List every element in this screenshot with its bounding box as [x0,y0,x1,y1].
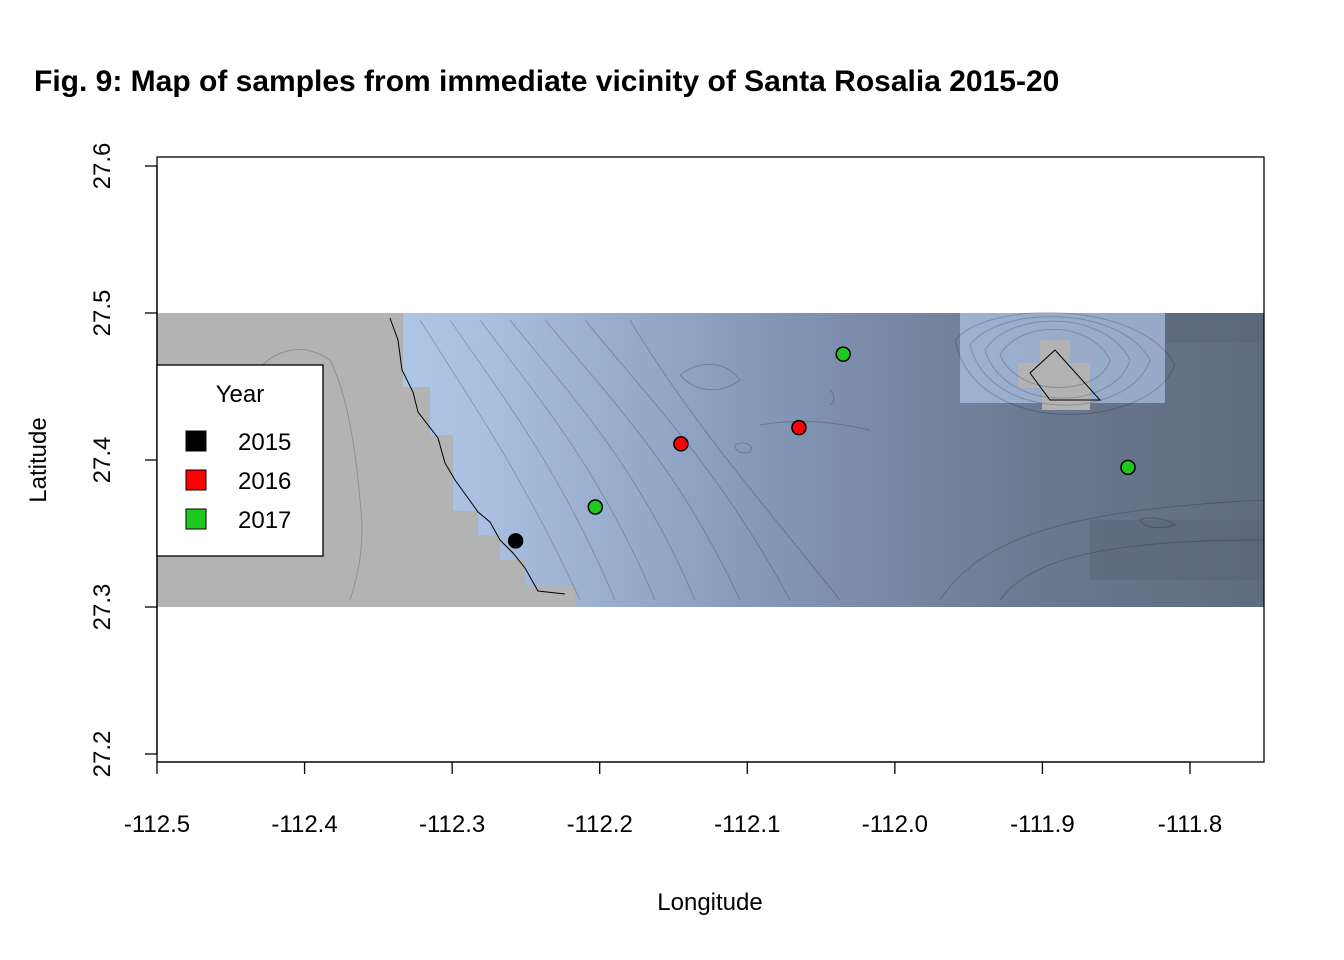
coastline [389,317,566,595]
island-outline [1029,349,1102,401]
x-tick-label: -112.5 [124,811,190,838]
legend-label-2015: 2015 [238,429,291,456]
sample-points [507,346,1136,549]
legend-title: Year [216,381,265,408]
deep-patches [1090,313,1264,580]
y-tick-label: 27.6 [89,143,116,190]
x-tick-label: -112.1 [714,811,780,838]
x-tick-label: -112.2 [567,811,633,838]
y-axis-ticks: 27.2 27.3 27.4 27.5 27.6 [89,143,158,778]
sample-point-2015 [507,533,524,549]
y-tick-label: 27.3 [89,584,116,631]
legend-box [156,364,324,557]
land-island [1018,340,1090,410]
y-tick-label: 27.4 [89,437,116,484]
sample-point-2017 [835,346,851,362]
sample-point-2017 [587,499,604,515]
y-axis-label: Latitude [25,417,52,502]
y-tick-label: 27.5 [89,290,116,337]
x-tick-label: -112.0 [862,811,928,838]
x-tick-label: -111.8 [1158,811,1223,838]
legend-swatch-2015 [185,430,207,452]
legend-swatch-2016 [185,469,207,491]
x-tick-label: -112.4 [271,811,337,838]
x-tick-label: -112.3 [419,811,485,838]
sample-point-2016 [791,419,807,436]
x-axis-label: Longitude [657,889,762,916]
sample-point-2017 [1120,459,1136,476]
legend-label-2017: 2017 [238,507,291,534]
chart-title: Fig. 9: Map of samples from immediate vi… [34,65,1059,98]
y-tick-label: 27.2 [89,731,116,778]
legend-swatch-2017 [185,508,207,530]
x-axis-ticks: -112.5 -112.4 -112.3 -112.2 -112.1 -112.0 -111… [124,761,1223,838]
x-tick-label: -111.9 [1010,811,1075,838]
sample-point-2016 [673,436,689,452]
legend-label-2016: 2016 [238,468,291,495]
legend: Year 2015 2016 2017 [156,364,324,557]
